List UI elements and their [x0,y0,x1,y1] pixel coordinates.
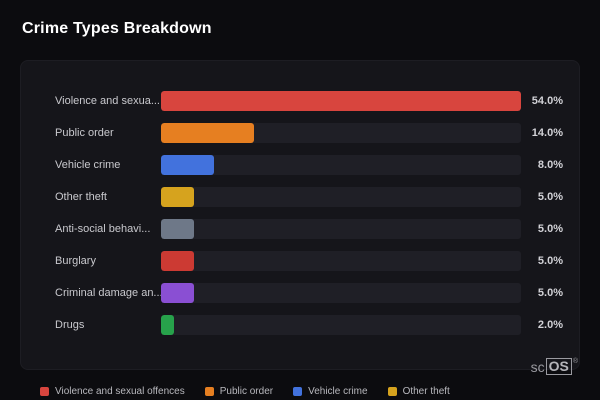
bar-track [161,283,521,303]
value-label: 2.0% [537,319,563,331]
legend-swatch-icon [40,387,49,396]
registered-mark-icon: ® [572,358,578,365]
value-label: 5.0% [537,191,563,203]
legend-swatch-icon [387,387,397,396]
category-label: Criminal damage an... [55,287,161,299]
watermark-box: OS [545,358,572,375]
bar[interactable] [161,187,195,207]
bar[interactable] [161,123,255,143]
legend-item[interactable]: Violence and sexual offences [40,386,185,397]
chart-card: Violence and sexua... 54.0% Public order 14… [20,60,580,370]
category-label: Other theft [55,191,107,203]
bar[interactable] [161,283,195,303]
category-label: Violence and sexua... [55,95,160,107]
value-label: 5.0% [537,223,563,235]
bar-track [161,315,521,335]
legend: Violence and sexual offences Public order… [40,386,450,397]
category-label: Anti-social behavi... [55,223,151,235]
bar-track [161,251,521,271]
legend-label: Other theft [402,386,450,397]
value-label: 5.0% [537,255,563,267]
watermark-prefix: sc [530,359,545,375]
bar-track [161,91,521,111]
chart-row: Vehicle crime 8.0% [21,149,579,181]
bar[interactable] [161,219,195,239]
chart-row: Violence and sexua... 54.0% [21,85,579,117]
bar-track [161,155,521,175]
legend-item[interactable]: Vehicle crime [293,386,368,397]
page-title: Crime Types Breakdown [22,20,212,37]
chart-rows: Violence and sexua... 54.0% Public order 14… [21,85,579,341]
bar[interactable] [161,155,215,175]
legend-label: Violence and sexual offences [55,386,185,397]
chart-row: Public order 14.0% [21,117,579,149]
legend-swatch-icon [204,387,214,396]
legend-swatch-icon [293,387,303,396]
chart-row: Burglary 5.0% [21,245,579,277]
chart-row: Criminal damage an... 5.0% [21,277,579,309]
bar[interactable] [161,91,521,111]
legend-label: Vehicle crime [308,386,368,397]
legend-item[interactable]: Public order [204,386,274,397]
bar[interactable] [161,251,195,271]
chart-row: Anti-social behavi... 5.0% [21,213,579,245]
value-label: 14.0% [531,127,563,139]
value-label: 8.0% [537,159,563,171]
watermark-logo: sc OS ® [531,358,578,376]
chart-row: Drugs 2.0% [21,309,579,341]
category-label: Public order [55,127,114,139]
bar-track [161,219,521,239]
bar[interactable] [161,315,175,335]
category-label: Burglary [55,255,96,267]
bar-track [161,123,521,143]
legend-item[interactable]: Other theft [387,386,450,397]
value-label: 54.0% [531,95,563,107]
category-label: Drugs [55,319,85,331]
chart-row: Other theft 5.0% [21,181,579,213]
value-label: 5.0% [537,287,563,299]
category-label: Vehicle crime [55,159,121,171]
bar-track [161,187,521,207]
legend-label: Public order [219,386,274,397]
